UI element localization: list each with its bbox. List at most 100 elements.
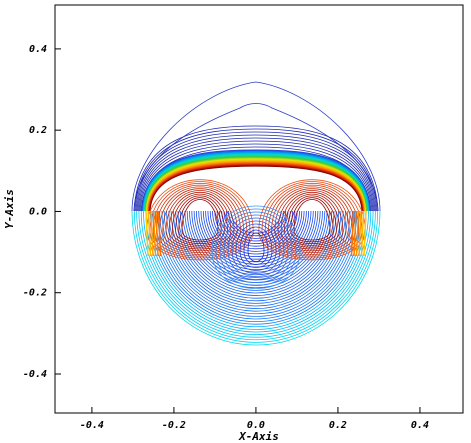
plot-frame: [54, 4, 464, 414]
contour-line: [264, 183, 360, 257]
contour-line: [133, 103, 379, 212]
contour-line: [152, 210, 157, 257]
contour-line: [146, 158, 366, 212]
contour-line: [147, 162, 365, 212]
contour-line: [136, 210, 376, 341]
contour-line: [149, 164, 363, 212]
contour-line: [134, 128, 378, 212]
contour-line: [156, 184, 245, 255]
contour-line: [168, 192, 232, 248]
contour-line: [146, 159, 366, 212]
contour-line: [135, 131, 377, 212]
contour-line: [140, 210, 372, 335]
contour-line: [147, 160, 365, 212]
contour-line: [207, 210, 305, 260]
contour-line: [196, 210, 316, 273]
contour-line: [143, 153, 369, 212]
contour-line: [131, 210, 381, 346]
contour-line: [363, 210, 367, 257]
contour-line: [274, 188, 350, 252]
contour-line: [293, 199, 331, 241]
contour-line: [131, 81, 381, 212]
contour-line: [133, 125, 379, 212]
contour-line: [350, 210, 355, 257]
contour-line: [173, 210, 339, 299]
contour-line: [155, 210, 159, 257]
contour-line: [145, 157, 367, 212]
x-tick-label: 0.4: [411, 420, 429, 431]
contour-line: [214, 210, 298, 252]
contour-line: [355, 210, 360, 257]
contour-line: [227, 217, 285, 277]
contour-line: [228, 210, 284, 237]
x-tick-label: -0.2: [162, 420, 186, 431]
x-tick-label: 0.0: [247, 420, 265, 431]
y-tick-label: -0.2: [23, 288, 47, 299]
contour-line: [198, 210, 314, 270]
contour-line: [149, 165, 363, 212]
contour-line: [165, 190, 235, 250]
contour-line: [147, 210, 152, 257]
y-tick-label: -0.4: [23, 369, 47, 380]
contour-line: [141, 149, 371, 212]
y-tick-label: 0.0: [29, 206, 47, 217]
contour-line: [360, 210, 365, 257]
contour-line: [182, 210, 330, 289]
contour-line: [143, 152, 369, 212]
contour-line: [136, 134, 376, 212]
contour-line: [172, 193, 229, 246]
contour-line: [142, 150, 370, 212]
contour-line: [261, 181, 363, 259]
contour-line: [168, 210, 344, 304]
contour-line: [137, 137, 375, 212]
contour-line: [239, 226, 273, 268]
contour-line: [284, 193, 341, 246]
contour-line: [215, 208, 297, 286]
contour-line: [177, 210, 335, 294]
contour-line: [209, 210, 303, 257]
contour-line: [221, 210, 291, 244]
contour-line: [142, 152, 370, 212]
contour-line: [166, 210, 346, 307]
contour-line: [144, 155, 368, 212]
x-axis-label: X-Axis: [238, 430, 279, 443]
contour-line: [211, 205, 301, 289]
y-axis-label: Y-Axis: [3, 189, 16, 229]
contour-line: [223, 214, 289, 280]
contour-line: [150, 210, 154, 257]
contour-line: [141, 150, 371, 212]
contour-line: [154, 210, 358, 320]
contour-line: [139, 143, 373, 212]
contour-line: [231, 220, 281, 274]
contour-line: [147, 210, 365, 328]
x-tick-label: 0.2: [329, 420, 347, 431]
contour-line: [280, 192, 344, 248]
contour-line: [146, 159, 366, 212]
contour-line: [159, 186, 241, 253]
contour-line: [247, 232, 265, 262]
contour-line: [148, 163, 364, 212]
contour-line: [152, 210, 360, 322]
contour-line: [143, 154, 369, 212]
contour-line: [150, 210, 362, 325]
contour-line: [138, 140, 374, 212]
contour-line: [138, 210, 374, 338]
contour-line: [143, 210, 369, 333]
contour-line: [287, 195, 337, 244]
contour-line: [181, 199, 219, 241]
contour-line: [178, 197, 222, 243]
x-tick-label: -0.4: [80, 420, 104, 431]
contour-line: [200, 210, 312, 268]
contour-line: [147, 161, 365, 212]
contour-line: [144, 155, 368, 212]
contour-line: [290, 197, 334, 243]
contour-line: [148, 164, 364, 212]
contour-line: [133, 210, 379, 343]
contour-line: [271, 186, 353, 253]
contour-line: [235, 223, 277, 271]
contour-line: [243, 229, 269, 265]
contour-line: [353, 210, 357, 257]
contour-line: [145, 210, 149, 257]
contour-line: [145, 210, 367, 330]
